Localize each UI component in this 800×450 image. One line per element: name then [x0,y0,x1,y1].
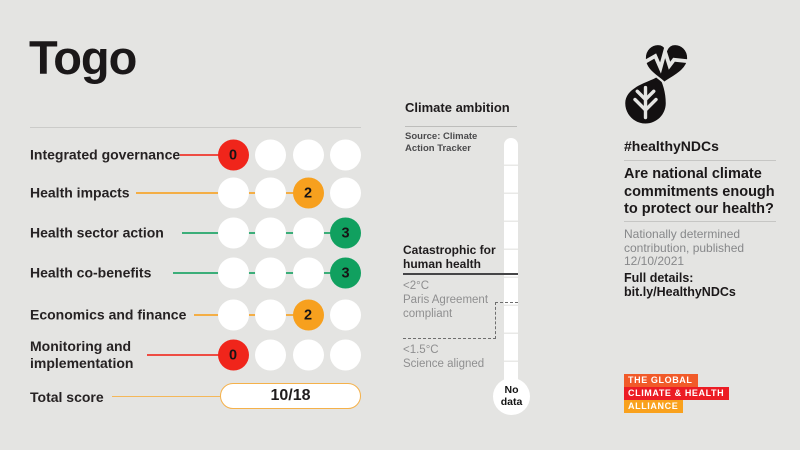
threshold-2c-value: <2°C [403,280,430,292]
score-row-economics-and-finance: Economics and finance 2 [30,299,361,331]
score-dot-empty [292,257,324,289]
gcha-logo-line-2: CLIMATE & HEALTH [624,387,730,400]
score-dot-empty [330,139,361,171]
score-value-dot: 3 [330,217,361,249]
panel-divider [624,160,776,161]
threshold-2c-line [403,273,518,275]
threshold-1-5c-value: <1.5°C [403,344,439,356]
score-dots: 0 [217,339,361,371]
no-data-badge: No data [493,378,530,415]
score-dot-empty [217,177,249,209]
gcha-logo: THE GLOBAL CLIMATE & HEALTH ALLIANCE [624,374,730,413]
threshold-2c-sublabel: Paris Agreement compliant [403,294,489,320]
score-dot-empty [292,139,324,171]
country-title: Togo [29,31,137,84]
score-value-dot: 2 [292,177,324,209]
score-dot-empty [217,257,249,289]
score-dot-empty [217,299,249,331]
score-dots: 2 [217,299,361,331]
healthy-ndcs-logo [625,42,690,124]
ndc-publication-info: Nationally determined contribution, publ… [624,227,745,268]
score-dot-empty [292,339,324,371]
score-dot-empty [255,299,286,331]
score-dot-empty [255,217,286,249]
score-dot-empty [217,217,249,249]
score-row-health-co-benefits: Health co-benefits 3 [30,257,361,289]
no-data-text: No data [500,384,523,408]
hashtag-title: #healthyNDCs [624,138,719,154]
heart-ecg-icon [643,42,690,85]
score-dot-empty [255,139,286,171]
threshold-1-5c-dotted-line-upper [495,302,518,303]
score-value-dot: 0 [217,339,249,371]
source-attribution: Source: Climate Action Tracker [405,131,478,154]
score-dots: 2 [217,177,361,209]
threshold-1-5c-sublabel: Science aligned [403,358,485,370]
threshold-1-5c-dotted-line-lower [403,338,496,339]
score-connector-line [147,354,234,356]
total-score-label: Total score [30,388,104,405]
score-row-label: Integrated governance [30,146,181,163]
score-value-dot: 0 [217,139,249,171]
threshold-1-5c-dotted-line-vertical [495,302,496,339]
gcha-logo-line-1: THE GLOBAL [624,374,698,387]
score-row-label: Health co-benefits [30,264,152,281]
score-dots: 3 [217,217,361,249]
leaf-drop-icon [625,75,666,124]
score-row-label: Monitoring and implementation [30,338,134,371]
score-dots: 3 [217,257,361,289]
gcha-logo-line-3: ALLIANCE [624,400,684,413]
score-row-health-impacts: Health impacts 2 [30,177,361,209]
full-details-link: Full details: bit.ly/HealthyNDCs [624,271,736,299]
total-score-connector-line [112,395,220,398]
panel-divider [624,221,776,222]
scorecard-top-divider [30,127,361,128]
score-connector-line [194,314,308,316]
catastrophic-label: Catastrophic for human health [403,243,496,271]
total-score-row: Total score 10/18 [30,383,361,410]
score-dot-empty [330,177,361,209]
threshold-2c-label: <2°C Paris Agreement compliant [403,279,497,321]
score-dot-empty [255,177,286,209]
score-row-label: Health impacts [30,184,130,201]
score-row-health-sector-action: Health sector action 3 [30,217,361,249]
score-row-integrated-governance: Integrated governance 0 [30,139,361,171]
score-row-monitoring-and-implementation: Monitoring and implementation 0 [30,338,361,371]
total-score-pill: 10/18 [220,383,361,409]
score-dot-empty [255,339,286,371]
score-dot-empty [255,257,286,289]
score-dot-empty [330,299,361,331]
score-row-label: Economics and finance [30,306,187,323]
score-dot-empty [330,339,361,371]
score-dot-empty [292,217,324,249]
climate-ambition-heading: Climate ambition [405,100,510,115]
score-value-dot: 3 [330,257,361,289]
threshold-1-5c-label: <1.5°C Science aligned [403,343,505,371]
thermometer-bar [504,138,518,381]
climate-ambition-divider [405,126,517,127]
score-row-label: Health sector action [30,224,164,241]
score-dots: 0 [217,139,361,171]
score-value-dot: 2 [292,299,324,331]
question-heading: Are national climate commitments enough … [624,166,775,217]
score-connector-line [180,154,234,156]
